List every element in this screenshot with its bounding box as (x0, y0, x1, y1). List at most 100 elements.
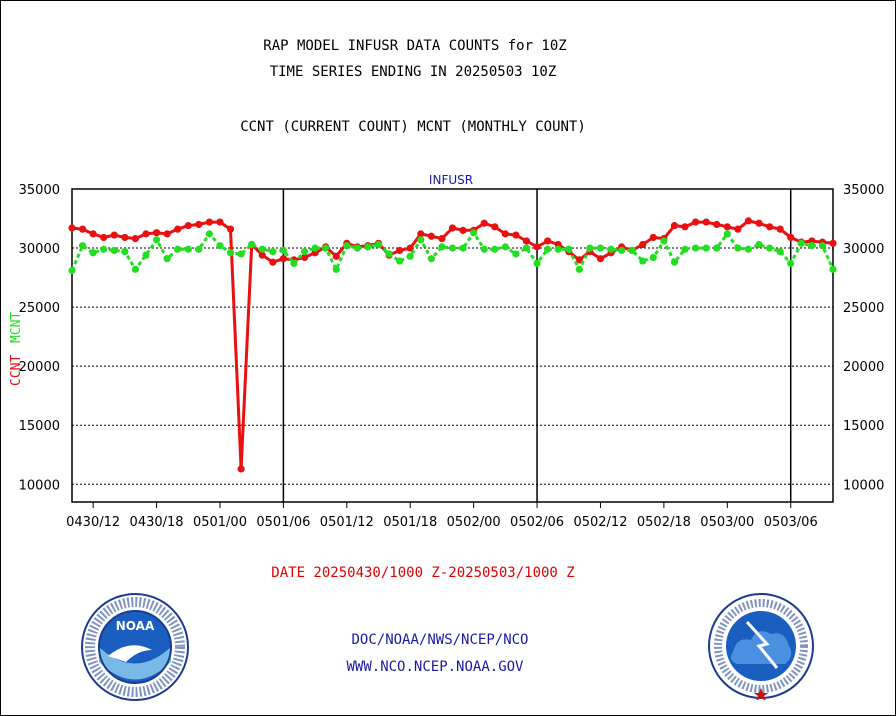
data-point-mcnt (470, 229, 478, 237)
data-point-mcnt (829, 265, 837, 273)
data-point-mcnt (734, 244, 742, 252)
y-tick-label-left: 35000 (19, 183, 60, 198)
data-point-ccnt (713, 220, 721, 229)
data-point-mcnt (575, 265, 583, 273)
data-point-ccnt (639, 240, 647, 249)
data-point-mcnt (322, 244, 330, 252)
data-point-mcnt (628, 246, 636, 255)
data-point-ccnt (448, 224, 457, 232)
data-point-mcnt (258, 245, 266, 253)
data-point-ccnt (258, 251, 266, 259)
data-point-mcnt (374, 240, 383, 249)
data-point-mcnt (491, 245, 499, 253)
data-point-ccnt (438, 235, 446, 243)
data-point-mcnt (797, 239, 805, 247)
data-point-mcnt (713, 244, 721, 252)
y-tick-label-right: 10000 (843, 478, 884, 493)
data-point-mcnt (195, 245, 203, 253)
data-point-mcnt (596, 244, 605, 252)
data-point-ccnt (131, 235, 140, 243)
data-point-mcnt (639, 257, 647, 265)
data-point-mcnt (174, 245, 182, 253)
data-point-mcnt (723, 230, 731, 238)
credit-website: WWW.NCO.NCEP.NOAA.GOV (346, 659, 524, 675)
data-point-ccnt (237, 465, 245, 473)
data-point-mcnt (681, 245, 689, 253)
data-point-mcnt (152, 236, 161, 244)
data-point-mcnt (765, 244, 774, 252)
data-point-ccnt (755, 219, 763, 227)
data-point-ccnt (596, 255, 605, 263)
data-point-mcnt (353, 244, 361, 252)
data-point-ccnt (670, 222, 679, 230)
data-point-mcnt (670, 258, 679, 266)
data-point-ccnt (174, 225, 182, 233)
y-tick-label-left: 25000 (19, 301, 60, 316)
data-point-ccnt (279, 255, 287, 263)
data-point-ccnt (829, 239, 837, 247)
data-point-mcnt (544, 245, 552, 253)
data-point-ccnt (152, 229, 161, 237)
data-point-ccnt (734, 225, 742, 233)
x-tick-label: 0503/06 (764, 515, 818, 530)
x-tick-label: 0503/00 (700, 515, 754, 530)
data-point-mcnt (808, 242, 816, 250)
data-point-mcnt (787, 259, 795, 268)
chart-grid (72, 189, 833, 502)
data-point-ccnt (544, 237, 552, 245)
y-tick-label-left: 15000 (19, 419, 60, 434)
data-point-mcnt (205, 230, 214, 238)
data-point-ccnt (121, 233, 129, 242)
noaa-logo-icon: NOAA (81, 593, 189, 701)
data-point-ccnt (396, 246, 404, 255)
data-point-mcnt (776, 248, 784, 256)
date-range-label: DATE 20250430/1000 Z-20250503/1000 Z (271, 565, 575, 581)
data-point-ccnt (100, 233, 108, 242)
data-point-ccnt (702, 218, 710, 226)
data-point-mcnt (343, 242, 351, 250)
data-point-ccnt (691, 218, 700, 226)
x-tick-label: 0502/12 (573, 515, 627, 530)
data-point-mcnt (417, 236, 425, 244)
data-point-mcnt (100, 245, 108, 253)
data-point-mcnt (533, 259, 541, 268)
data-point-mcnt (110, 246, 118, 255)
data-point-ccnt (575, 256, 583, 264)
chart-title-line1: RAP MODEL INFUSR DATA COUNTS for 10Z (263, 38, 567, 54)
x-tick-label: 0501/18 (383, 515, 437, 530)
data-point-ccnt (533, 243, 541, 251)
noaa-logo-text: NOAA (116, 619, 155, 633)
data-point-ccnt (723, 223, 731, 231)
plot-title-infusr: INFUSR (429, 173, 473, 187)
data-point-mcnt (480, 245, 488, 253)
y-tick-label-right: 15000 (843, 419, 884, 434)
data-point-mcnt (121, 248, 129, 256)
data-point-mcnt (755, 240, 763, 249)
data-point-mcnt (216, 242, 224, 250)
data-point-ccnt (765, 223, 774, 231)
data-point-mcnt (364, 243, 372, 251)
x-tick-label: 0501/00 (193, 515, 247, 530)
data-point-ccnt (269, 258, 277, 266)
data-point-mcnt (744, 245, 753, 253)
data-point-ccnt (78, 225, 87, 233)
data-point-mcnt (586, 244, 594, 252)
data-point-ccnt (491, 223, 499, 231)
data-point-mcnt (226, 249, 235, 257)
series-line-ccnt (71, 219, 834, 469)
data-point-mcnt (269, 248, 277, 256)
y-tick-label-right: 25000 (843, 301, 884, 316)
data-point-ccnt (681, 223, 689, 231)
data-point-ccnt (205, 218, 214, 226)
data-point-mcnt (184, 245, 192, 253)
data-point-mcnt (385, 250, 393, 258)
data-point-mcnt (300, 248, 309, 256)
y-tick-label-right: 35000 (843, 183, 884, 198)
data-point-mcnt (427, 255, 435, 263)
data-point-mcnt (290, 259, 298, 268)
data-point-mcnt (311, 244, 319, 252)
data-point-ccnt (427, 232, 435, 240)
data-point-ccnt (776, 225, 784, 233)
plot-area-border (71, 188, 834, 503)
